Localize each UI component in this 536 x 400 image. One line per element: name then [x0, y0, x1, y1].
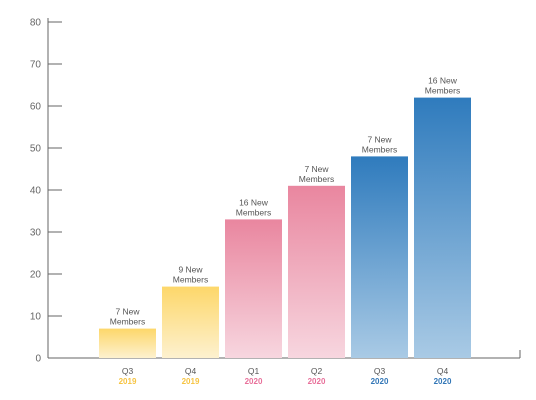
data-label: 7 New [367, 134, 392, 144]
data-label: Members [110, 317, 145, 327]
bar-q4-2019 [162, 286, 219, 358]
y-tick-label: 10 [30, 312, 42, 323]
y-tick-label: 0 [35, 354, 41, 365]
data-label: Members [236, 207, 271, 217]
y-tick-label: 70 [30, 60, 42, 71]
bar-q1-2020 [225, 219, 282, 358]
data-label: Members [362, 144, 397, 154]
x-tick-label-year: 2020 [245, 377, 263, 386]
y-tick-label: 60 [30, 102, 42, 113]
x-tick-label-year: 2019 [182, 377, 200, 386]
data-label: 9 New [178, 265, 203, 275]
x-tick-label-year: 2020 [371, 377, 389, 386]
x-tick-label-quarter: Q4 [185, 366, 197, 376]
bar-q3-2020 [351, 156, 408, 358]
data-label: 16 New [428, 76, 458, 86]
y-tick-label: 20 [30, 270, 42, 281]
x-tick-label-quarter: Q4 [437, 366, 449, 376]
x-tick-label-year: 2020 [434, 377, 452, 386]
x-tick-label-year: 2020 [308, 377, 326, 386]
data-label: Members [425, 86, 460, 96]
data-label: 7 New [115, 307, 140, 317]
x-tick-label-quarter: Q2 [311, 366, 323, 376]
y-tick-label: 80 [30, 18, 42, 29]
x-tick-label-quarter: Q3 [374, 366, 386, 376]
data-label: Members [173, 275, 208, 285]
x-tick-label-quarter: Q3 [122, 366, 134, 376]
data-label: 16 New [239, 197, 269, 207]
bars-group [99, 97, 471, 358]
data-label: 7 New [304, 164, 329, 174]
y-tick-label: 30 [30, 228, 42, 239]
y-axis: 0 10 20 30 40 50 60 70 80 [30, 18, 62, 365]
y-tick-label: 50 [30, 144, 42, 155]
bar-q2-2020 [288, 185, 345, 358]
bar-q4-2020 [414, 97, 471, 358]
data-label: Members [299, 174, 334, 184]
bar-q3-2019 [99, 328, 156, 358]
x-tick-label-quarter: Q1 [248, 366, 260, 376]
x-tick-label-year: 2019 [119, 377, 137, 386]
y-tick-label: 40 [30, 186, 42, 197]
